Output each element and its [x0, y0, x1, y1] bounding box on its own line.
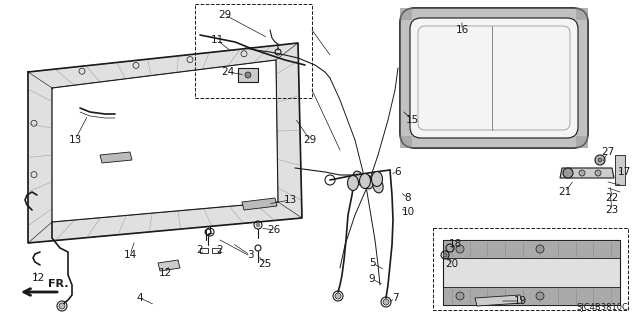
- Text: 7: 7: [392, 293, 398, 303]
- Text: 29: 29: [218, 10, 232, 20]
- Text: 9: 9: [369, 274, 375, 284]
- Text: 25: 25: [259, 259, 271, 269]
- Circle shape: [245, 72, 251, 78]
- Polygon shape: [443, 240, 620, 258]
- Text: 5: 5: [369, 258, 375, 268]
- Text: 20: 20: [445, 259, 459, 269]
- Bar: [200, 248, 208, 253]
- Polygon shape: [615, 155, 625, 185]
- Polygon shape: [443, 240, 620, 305]
- Circle shape: [256, 223, 260, 227]
- Polygon shape: [560, 168, 614, 178]
- Text: 8: 8: [404, 193, 412, 203]
- Text: 2: 2: [217, 245, 223, 255]
- Text: 6: 6: [395, 167, 401, 177]
- Text: 13: 13: [68, 135, 82, 145]
- Circle shape: [536, 245, 544, 253]
- Ellipse shape: [360, 174, 371, 189]
- Ellipse shape: [348, 175, 358, 190]
- Polygon shape: [158, 260, 180, 271]
- Bar: [400, 8, 588, 20]
- Bar: [212, 248, 220, 253]
- Circle shape: [536, 292, 544, 300]
- Circle shape: [335, 293, 341, 299]
- FancyBboxPatch shape: [410, 18, 578, 138]
- Text: 3: 3: [246, 250, 253, 260]
- FancyBboxPatch shape: [400, 8, 588, 148]
- Polygon shape: [475, 295, 522, 306]
- Polygon shape: [28, 43, 298, 88]
- Circle shape: [595, 155, 605, 165]
- Text: 29: 29: [303, 135, 317, 145]
- Ellipse shape: [373, 179, 383, 193]
- Text: 27: 27: [602, 147, 614, 157]
- Polygon shape: [28, 202, 302, 243]
- Circle shape: [456, 245, 464, 253]
- Text: 23: 23: [605, 205, 619, 215]
- Text: 19: 19: [513, 296, 527, 306]
- Text: SJC4B3810C: SJC4B3810C: [576, 303, 628, 312]
- Bar: [195, 4, 312, 98]
- Circle shape: [443, 253, 447, 257]
- Bar: [400, 8, 412, 148]
- Bar: [400, 136, 588, 148]
- Ellipse shape: [371, 172, 383, 187]
- Text: 17: 17: [618, 167, 630, 177]
- Text: 21: 21: [558, 187, 572, 197]
- Circle shape: [383, 299, 389, 305]
- Polygon shape: [238, 68, 258, 82]
- Text: 16: 16: [456, 25, 468, 35]
- Text: 1: 1: [207, 226, 213, 236]
- Circle shape: [579, 170, 585, 176]
- Text: 4: 4: [137, 293, 143, 303]
- Polygon shape: [276, 43, 302, 218]
- Text: 14: 14: [124, 250, 136, 260]
- Text: 2: 2: [196, 245, 204, 255]
- Polygon shape: [443, 287, 620, 305]
- Circle shape: [59, 303, 65, 309]
- Text: 24: 24: [221, 67, 235, 77]
- Text: 11: 11: [211, 35, 223, 45]
- Text: 10: 10: [401, 207, 415, 217]
- Polygon shape: [242, 198, 277, 210]
- Polygon shape: [100, 152, 132, 163]
- Circle shape: [456, 292, 464, 300]
- Text: 22: 22: [605, 193, 619, 203]
- Text: 15: 15: [405, 115, 419, 125]
- Text: FR.: FR.: [48, 279, 68, 289]
- Text: 18: 18: [449, 239, 461, 249]
- Text: 26: 26: [268, 225, 280, 235]
- Bar: [433, 228, 628, 310]
- Ellipse shape: [363, 175, 373, 189]
- Bar: [576, 8, 588, 148]
- Ellipse shape: [353, 171, 363, 185]
- Text: 12: 12: [158, 268, 172, 278]
- Polygon shape: [28, 72, 52, 243]
- Text: 12: 12: [31, 273, 45, 283]
- Circle shape: [595, 170, 601, 176]
- Circle shape: [598, 158, 602, 162]
- Circle shape: [563, 168, 573, 178]
- Text: 13: 13: [284, 195, 296, 205]
